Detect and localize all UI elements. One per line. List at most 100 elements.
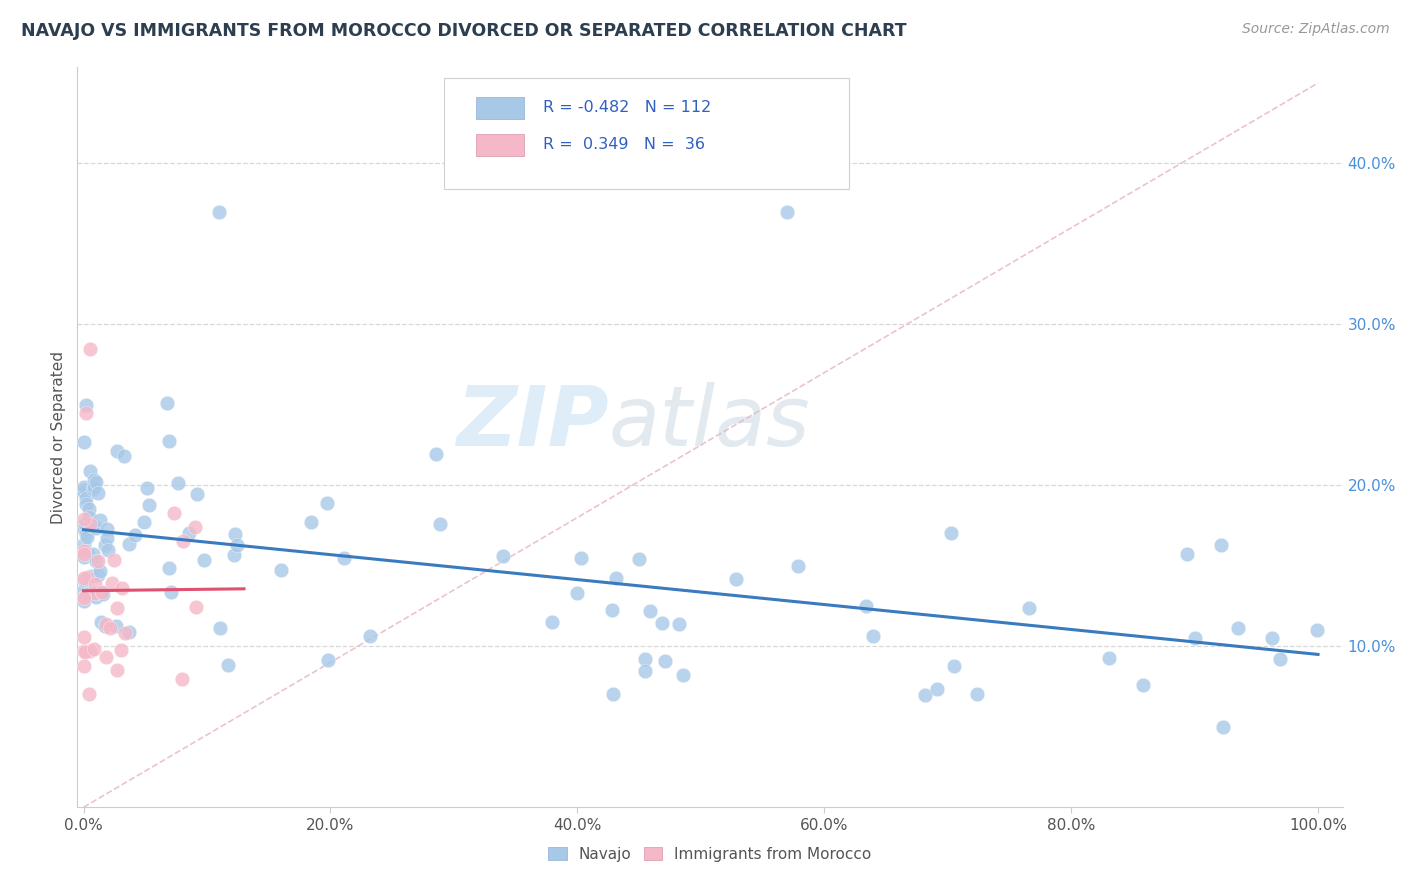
Point [135,481,157,495]
Point [79,464,101,478]
Point [1306,624,1329,638]
Point [73,573,96,587]
Point [208,204,231,219]
Point [172,533,194,548]
Point [942,658,965,673]
Point [855,599,877,613]
Point [84,553,107,567]
Point [83,577,105,591]
Point [84,475,107,489]
Point [73,550,96,565]
Point [75,406,97,420]
Point [84,590,107,604]
Point [1268,651,1291,665]
Point [101,576,124,591]
Point [1098,650,1121,665]
Point [605,571,627,585]
FancyBboxPatch shape [444,78,849,189]
Point [73,590,96,604]
Point [105,601,128,615]
Point [73,536,96,550]
Point [163,506,186,520]
Point [84,520,107,534]
Point [105,619,128,633]
Point [316,496,339,510]
Point [73,570,96,584]
Point [157,434,180,448]
Point [83,473,105,487]
Point [1226,622,1249,636]
Point [1018,600,1040,615]
Point [167,475,190,490]
Point [224,526,246,541]
Legend: Navajo, Immigrants from Morocco: Navajo, Immigrants from Morocco [543,840,877,868]
Point [73,480,96,494]
Point [540,615,562,629]
Point [776,204,799,219]
Point [193,553,215,567]
Point [112,449,135,463]
Point [1212,720,1234,734]
Point [184,599,207,614]
Point [83,480,105,494]
Text: atlas: atlas [609,382,810,463]
Point [97,543,120,558]
Point [217,657,239,672]
Point [634,652,657,666]
Point [105,663,128,677]
Point [73,659,96,673]
Point [84,585,107,599]
Point [183,519,205,533]
Point [138,498,160,512]
Point [73,522,96,536]
Point [1261,631,1284,645]
Point [72,644,94,658]
Point [638,604,661,618]
Point [83,642,105,657]
Point [134,515,156,529]
Point [359,629,381,643]
Bar [475,96,524,119]
Point [651,615,673,630]
Point [602,687,624,701]
Point [77,510,100,524]
Point [96,650,118,665]
Point [914,688,936,702]
Point [73,516,96,531]
Point [77,501,100,516]
Point [156,395,179,409]
Point [86,485,108,500]
Point [299,516,322,530]
Point [90,585,112,599]
Point [1175,547,1198,561]
Point [77,548,100,562]
Point [111,581,134,595]
Point [76,570,98,584]
Point [77,687,100,701]
Point [72,591,94,605]
Point [941,526,963,541]
Point [79,586,101,600]
Text: NAVAJO VS IMMIGRANTS FROM MOROCCO DIVORCED OR SEPARATED CORRELATION CHART: NAVAJO VS IMMIGRANTS FROM MOROCCO DIVORC… [21,22,907,40]
Point [118,624,141,639]
Point [225,538,247,552]
Point [270,562,292,576]
Point [87,554,110,568]
Point [425,447,447,461]
Point [333,550,356,565]
Point [72,543,94,558]
Point [93,587,115,601]
Point [90,586,112,600]
Point [75,572,97,586]
Point [316,653,339,667]
Point [72,547,94,561]
Point [429,517,451,532]
Point [73,485,96,500]
Point [110,642,132,657]
Point [862,629,884,643]
Point [98,621,121,635]
Point [89,564,111,578]
Bar [475,134,524,156]
Point [1184,632,1206,646]
Point [72,582,94,597]
